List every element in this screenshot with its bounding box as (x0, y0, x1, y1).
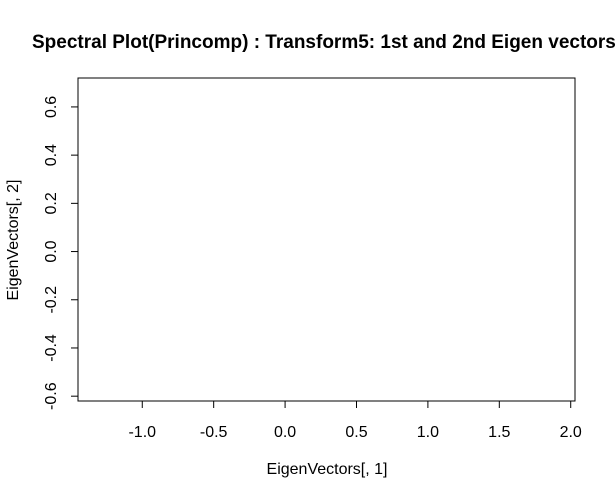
y-axis: -0.6 -0.4 -0.2 0.0 0.2 0.4 0.6 (43, 96, 79, 410)
x-axis: -1.0 -0.5 0.0 0.5 1.0 1.5 2.0 (128, 400, 582, 441)
x-tick-label: -1.0 (128, 424, 156, 441)
y-tick-label: 0.4 (43, 144, 60, 166)
x-axis-label: EigenVectors[, 1] (267, 461, 388, 478)
y-tick-label: -0.4 (43, 334, 60, 362)
chart-title: Spectral Plot(Princomp) : Transform5: 1s… (32, 32, 616, 53)
x-tick-label: 0.0 (274, 424, 296, 441)
y-tick-label: 0.0 (43, 240, 60, 262)
y-tick-label: -0.2 (43, 286, 60, 314)
x-tick-label: 1.0 (417, 424, 439, 441)
x-tick-label: -0.5 (200, 424, 228, 441)
x-tick-label: 0.5 (345, 424, 367, 441)
y-tick-label: 0.6 (43, 96, 60, 118)
plot-area-box (77, 77, 576, 402)
y-tick-label: 0.2 (43, 192, 60, 214)
y-tick-label: -0.6 (43, 382, 60, 410)
x-tick-label: 1.5 (488, 424, 510, 441)
x-tick-label: 2.0 (560, 424, 582, 441)
y-axis-label: EigenVectors[, 2] (5, 180, 22, 301)
